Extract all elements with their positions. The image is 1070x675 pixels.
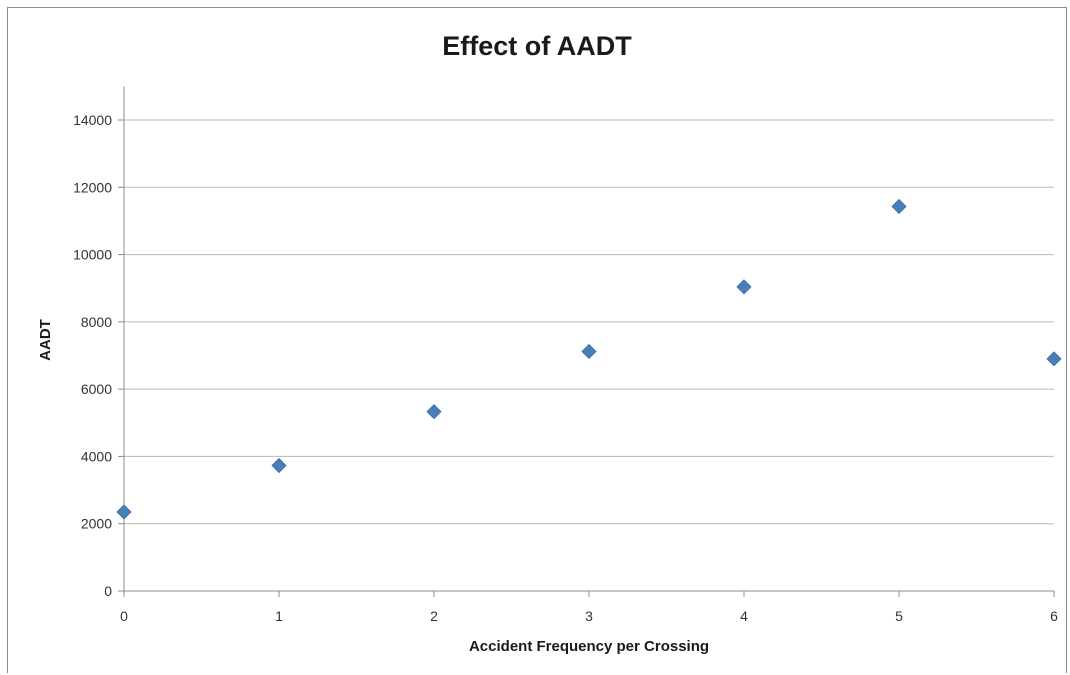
x-axis-title: Accident Frequency per Crossing <box>469 638 709 655</box>
y-tick-label: 14000 <box>73 112 112 128</box>
y-tick-label: 8000 <box>81 314 112 330</box>
data-point <box>271 457 287 474</box>
data-points <box>116 198 1062 520</box>
x-tick-label: 1 <box>275 608 283 624</box>
y-tick-label: 2000 <box>81 516 112 532</box>
x-tick-label: 4 <box>740 608 748 624</box>
y-tick-label: 10000 <box>73 247 112 263</box>
data-point <box>116 504 132 520</box>
axes <box>118 86 1055 597</box>
data-point <box>581 343 597 360</box>
y-tick-label: 12000 <box>73 179 112 195</box>
x-tick-label: 3 <box>585 608 593 624</box>
y-tick-labels: 0 2000 4000 6000 8000 10000 12000 14000 <box>73 112 112 599</box>
chart-title: Effect of AADT <box>442 31 632 61</box>
gridlines <box>124 119 1054 525</box>
x-tick-labels: 0 1 2 3 4 5 6 <box>120 608 1058 624</box>
data-point <box>736 279 752 295</box>
chart-frame <box>7 7 1067 673</box>
y-tick-label: 6000 <box>81 381 112 397</box>
y-tick-label: 4000 <box>81 448 112 464</box>
data-point <box>891 198 907 215</box>
x-tick-label: 6 <box>1050 608 1058 624</box>
x-tick-label: 5 <box>895 608 903 624</box>
data-point <box>1046 351 1062 367</box>
y-tick-label: 0 <box>104 583 112 599</box>
y-axis-title: AADT <box>37 319 54 361</box>
x-tick-label: 0 <box>120 608 128 624</box>
x-tick-label: 2 <box>430 608 438 624</box>
data-point <box>426 404 442 420</box>
